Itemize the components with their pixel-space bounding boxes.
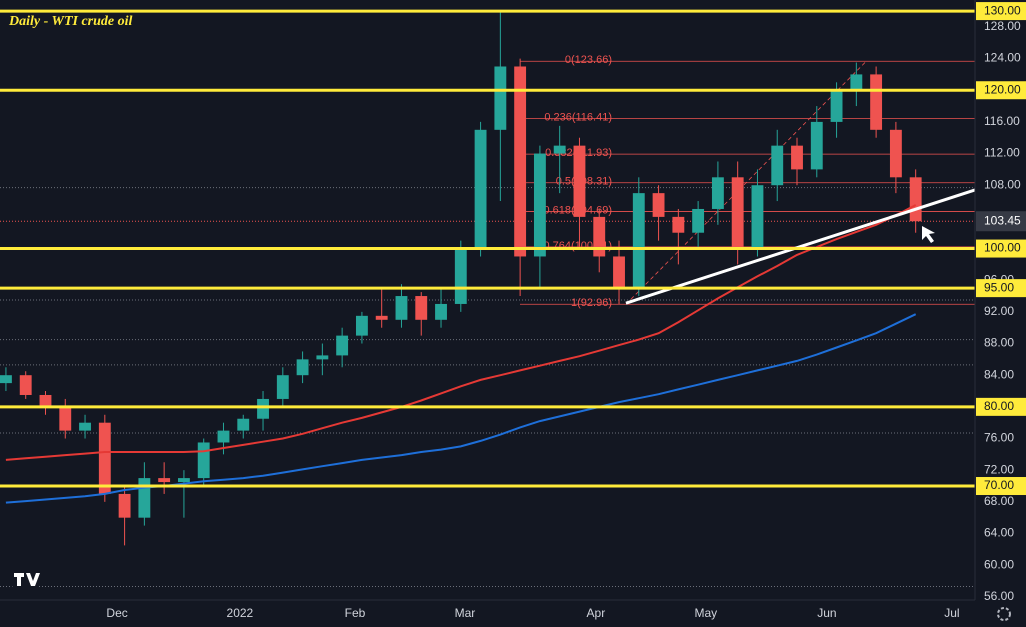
fib-label: 0.236(116.41) [544, 112, 612, 124]
candle-body [672, 216, 685, 233]
candle-body [889, 129, 902, 178]
candle-body [19, 375, 32, 395]
candle-body [771, 145, 784, 186]
moving-average [5, 204, 917, 461]
x-tick-label: 2022 [227, 606, 254, 620]
y-tick-label: 88.00 [984, 336, 1014, 350]
candle-body [39, 394, 52, 407]
level-badge [976, 477, 1026, 496]
candle-body [98, 422, 111, 494]
candle-body [375, 315, 388, 320]
trendline [625, 188, 976, 305]
candle-body [613, 256, 625, 289]
level-badge [976, 279, 1026, 298]
candle-body [217, 430, 230, 443]
candle-body [573, 145, 586, 217]
price-badge [976, 211, 1026, 232]
plot-area: 0(123.66)0.236(116.41)0.382(111.93)0.5(1… [0, 9, 976, 588]
level-label: 130.00 [984, 3, 1021, 17]
candle-body [336, 335, 349, 356]
x-tick-label: Mar [455, 606, 476, 620]
level-badge [976, 397, 1026, 416]
settings-icon[interactable] [997, 607, 1011, 621]
logo [12, 570, 40, 588]
candle-body [791, 145, 803, 170]
candle-body [415, 296, 428, 320]
level-label: 100.00 [984, 241, 1021, 255]
fib-label: 1(92.96) [571, 297, 612, 309]
candle-body [553, 145, 566, 154]
x-tick-label: Jul [944, 606, 959, 620]
chart-title: Daily - WTI crude oil [8, 14, 133, 29]
candle-body [138, 478, 151, 518]
candle-body [296, 359, 309, 376]
y-tick-label: 84.00 [984, 367, 1014, 381]
x-tick-label: Dec [106, 606, 127, 620]
y-tick-label: 116.00 [984, 114, 1020, 128]
candle-body [59, 406, 72, 431]
x-tick-label: Jun [817, 606, 836, 620]
candle-body [395, 296, 408, 320]
candle-body [454, 248, 467, 304]
y-tick-label: 128.00 [984, 19, 1021, 33]
level-badge [976, 2, 1026, 21]
candle-body [316, 355, 329, 360]
last-price-label: 103.45 [984, 213, 1021, 227]
y-tick-label: 68.00 [984, 494, 1014, 508]
candle-body [474, 129, 487, 249]
candle-body [355, 315, 368, 336]
y-tick-label: 72.00 [984, 462, 1014, 476]
x-tick-label: Feb [345, 606, 366, 620]
candle-body [692, 208, 705, 233]
y-tick-label: 108.00 [984, 177, 1021, 191]
y-tick-label: 64.00 [984, 526, 1014, 540]
level-label: 95.00 [984, 280, 1014, 294]
y-tick-label: 92.00 [984, 304, 1014, 318]
candle-body [494, 66, 507, 130]
y-tick-label: 76.00 [984, 431, 1014, 445]
y-tick-label: 56.00 [984, 589, 1014, 603]
candle-body [0, 375, 12, 384]
candle-body [257, 398, 269, 419]
candle-body [435, 303, 447, 320]
level-badge [976, 239, 1026, 258]
candle-body [197, 442, 210, 479]
candle-body [830, 90, 843, 122]
candle-body [850, 74, 863, 91]
candle-body [711, 177, 724, 209]
candle-body [751, 185, 764, 249]
candle-body [593, 216, 606, 257]
candle-body [118, 493, 131, 518]
x-tick-label: May [695, 606, 718, 620]
level-label: 80.00 [984, 399, 1014, 413]
candle-body [632, 193, 645, 289]
candle-body [909, 177, 922, 222]
candle-body [177, 478, 190, 483]
candle-body [79, 422, 91, 431]
fib-label: 0(123.66) [565, 54, 612, 66]
candle-body [533, 153, 546, 257]
candle-body [731, 177, 744, 249]
price-axis [975, 0, 1026, 627]
y-tick-label: 60.00 [984, 557, 1014, 571]
arrow-icon [922, 226, 935, 243]
candle-body [810, 121, 823, 170]
candle-body [158, 478, 171, 483]
x-tick-label: Apr [587, 606, 606, 620]
level-label: 70.00 [984, 478, 1014, 492]
candle-body [237, 418, 250, 431]
candle-body [652, 193, 665, 217]
y-tick-label: 124.00 [984, 51, 1021, 65]
level-label: 120.00 [984, 82, 1021, 96]
axes: 56.00 60.00 64.00 68.00 72.00 76.00 84.00 88.00… [106, 2, 1026, 620]
candle-body [514, 66, 527, 257]
candle-body [276, 375, 289, 399]
candle-body [870, 74, 883, 130]
level-badge [976, 81, 1026, 100]
y-tick-label: 112.00 [984, 146, 1020, 160]
